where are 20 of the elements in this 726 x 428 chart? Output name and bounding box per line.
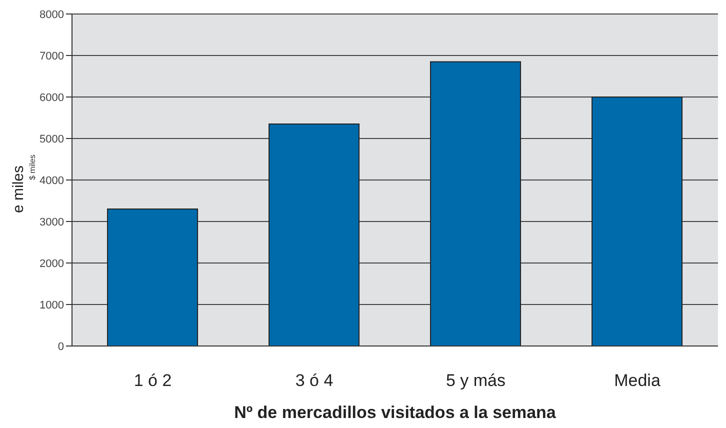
y-tick-label: 4000 (40, 174, 64, 187)
y-tick-label: 6000 (40, 92, 64, 104)
bar (107, 208, 198, 346)
y-tick-label: 7000 (40, 50, 64, 62)
y-tick-label: 3000 (40, 216, 64, 228)
text: $ miles (28, 154, 37, 180)
x-tick-label: 1 ó 2 (134, 371, 172, 390)
x-tick-label: 3 ó 4 (295, 371, 334, 390)
bar (592, 96, 683, 346)
y-tick-label: 8000 (40, 8, 64, 21)
y-tick-label: 2000 (40, 258, 64, 270)
y-tick-label: 0 (58, 340, 64, 353)
y-tick-label: 5000 (40, 133, 64, 146)
y-tick-label: 1000 (40, 299, 64, 312)
x-tick-label: Media (614, 371, 661, 390)
bar (268, 123, 360, 346)
x-axis-title: Nº de mercadillos visitados a la semana (234, 403, 556, 422)
y-axis-title: e miles (10, 165, 28, 213)
bar (430, 61, 522, 346)
x-tick-label: 5 y más (446, 371, 506, 390)
